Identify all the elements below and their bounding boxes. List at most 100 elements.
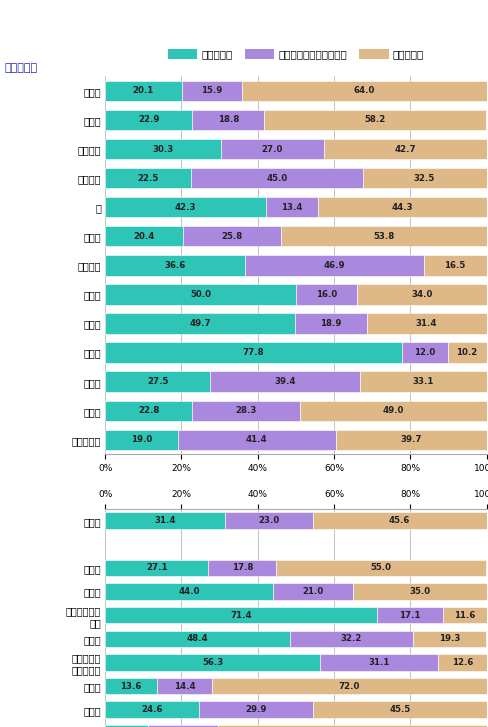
- Text: 20.4: 20.4: [133, 232, 154, 241]
- Text: 28.3: 28.3: [235, 406, 256, 415]
- Text: 33.1: 33.1: [412, 377, 433, 386]
- Text: 14.4: 14.4: [173, 682, 195, 691]
- Bar: [183, 226, 281, 246]
- Text: 12.6: 12.6: [451, 658, 472, 667]
- Bar: [272, 583, 352, 600]
- Bar: [356, 284, 486, 305]
- Text: 13.6: 13.6: [120, 682, 142, 691]
- Text: 21.0: 21.0: [302, 587, 323, 596]
- Text: 50.0: 50.0: [190, 290, 210, 299]
- Bar: [300, 401, 486, 421]
- Text: 24.6: 24.6: [141, 705, 163, 714]
- Bar: [295, 284, 356, 305]
- Text: 36.6: 36.6: [164, 261, 185, 270]
- Bar: [208, 560, 276, 577]
- Text: 49.7: 49.7: [189, 319, 210, 328]
- Text: 31.4: 31.4: [154, 516, 175, 525]
- Bar: [218, 725, 486, 727]
- Text: 20.1: 20.1: [133, 87, 154, 95]
- Bar: [244, 255, 423, 276]
- Bar: [105, 583, 272, 600]
- Bar: [264, 110, 485, 130]
- Bar: [281, 226, 486, 246]
- Text: 22.5: 22.5: [137, 174, 158, 182]
- Text: 72.0: 72.0: [338, 682, 359, 691]
- Text: 64.0: 64.0: [353, 87, 374, 95]
- Text: 18.8: 18.8: [217, 116, 239, 124]
- Text: 41.4: 41.4: [245, 435, 267, 444]
- Text: 25.8: 25.8: [221, 232, 242, 241]
- Bar: [105, 284, 295, 305]
- Bar: [276, 560, 485, 577]
- Bar: [289, 630, 412, 647]
- Bar: [105, 197, 266, 217]
- Bar: [323, 139, 486, 159]
- Text: 22.9: 22.9: [138, 116, 159, 124]
- Text: 46.9: 46.9: [323, 261, 344, 270]
- Text: 32.5: 32.5: [413, 174, 434, 182]
- Text: 【業種別】: 【業種別】: [5, 63, 38, 73]
- Bar: [105, 678, 157, 694]
- Bar: [319, 654, 438, 671]
- Text: 42.7: 42.7: [393, 145, 415, 153]
- Bar: [266, 197, 317, 217]
- Text: 39.4: 39.4: [274, 377, 295, 386]
- Text: 30.3: 30.3: [152, 145, 173, 153]
- Bar: [105, 313, 294, 334]
- Text: 22.8: 22.8: [138, 406, 159, 415]
- Text: 34.0: 34.0: [410, 290, 431, 299]
- Bar: [312, 702, 486, 718]
- Bar: [105, 560, 208, 577]
- Bar: [366, 313, 486, 334]
- Text: 10.2: 10.2: [455, 348, 477, 357]
- Text: 45.0: 45.0: [265, 174, 287, 182]
- Bar: [294, 313, 366, 334]
- Text: 27.0: 27.0: [261, 145, 282, 153]
- Bar: [224, 513, 312, 529]
- Bar: [352, 583, 486, 600]
- Bar: [412, 630, 485, 647]
- Bar: [447, 342, 486, 363]
- Text: 42.3: 42.3: [175, 203, 196, 212]
- Text: 23.0: 23.0: [258, 516, 279, 525]
- Text: 17.8: 17.8: [231, 563, 253, 572]
- Text: 19.3: 19.3: [438, 635, 459, 643]
- Text: 45.6: 45.6: [388, 516, 409, 525]
- Bar: [105, 81, 182, 101]
- Bar: [105, 371, 210, 392]
- Bar: [105, 513, 224, 529]
- Bar: [177, 430, 335, 450]
- Text: 48.4: 48.4: [186, 635, 208, 643]
- Bar: [105, 702, 199, 718]
- Bar: [192, 401, 300, 421]
- Text: 58.2: 58.2: [364, 116, 385, 124]
- Text: 27.5: 27.5: [146, 377, 168, 386]
- Bar: [157, 678, 211, 694]
- Bar: [105, 725, 148, 727]
- Text: 16.0: 16.0: [315, 290, 336, 299]
- Text: 77.8: 77.8: [242, 348, 264, 357]
- Text: 31.1: 31.1: [368, 658, 389, 667]
- Bar: [401, 342, 447, 363]
- Bar: [105, 430, 177, 450]
- Text: 49.0: 49.0: [382, 406, 404, 415]
- Bar: [148, 725, 218, 727]
- Text: 39.7: 39.7: [400, 435, 421, 444]
- Text: 32.2: 32.2: [340, 635, 361, 643]
- Bar: [192, 110, 264, 130]
- Text: 16.5: 16.5: [444, 261, 465, 270]
- Legend: 現在もある, 以前はあったが今はない, 今までない: 現在もある, 以前はあったが今はない, 今までない: [167, 49, 423, 60]
- Bar: [105, 401, 192, 421]
- Text: 17.1: 17.1: [399, 611, 420, 619]
- Bar: [105, 139, 220, 159]
- Text: 12.0: 12.0: [413, 348, 434, 357]
- Bar: [242, 81, 486, 101]
- Bar: [105, 168, 190, 188]
- Bar: [105, 110, 192, 130]
- Bar: [423, 255, 486, 276]
- Bar: [105, 342, 401, 363]
- Text: 45.5: 45.5: [388, 705, 409, 714]
- Bar: [442, 607, 486, 624]
- Bar: [335, 430, 486, 450]
- Text: 15.9: 15.9: [201, 87, 223, 95]
